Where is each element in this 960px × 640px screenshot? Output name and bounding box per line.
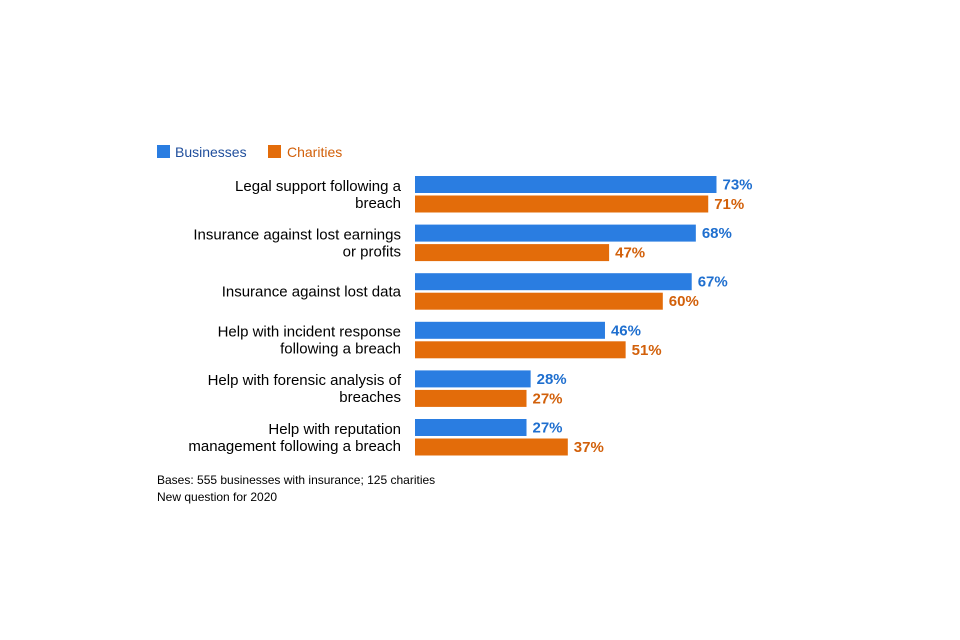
bar-charities bbox=[415, 389, 527, 407]
bar-businesses bbox=[415, 224, 696, 242]
bar-businesses bbox=[415, 321, 605, 339]
data-label-businesses: 27% bbox=[533, 420, 563, 437]
data-label-businesses: 67% bbox=[698, 274, 728, 291]
new-question-note: New question for 2020 bbox=[157, 490, 278, 504]
legend-label-charities: Charities bbox=[287, 144, 342, 160]
category-label: Help with reputation management following… bbox=[188, 421, 401, 455]
legend-swatch-businesses bbox=[157, 145, 170, 158]
data-label-businesses: 68% bbox=[702, 225, 732, 242]
bar-charities bbox=[415, 292, 663, 310]
bar-businesses bbox=[415, 273, 692, 291]
category-label: Help with forensic analysis of breaches bbox=[208, 372, 402, 406]
data-label-charities: 71% bbox=[714, 196, 744, 213]
data-label-businesses: 73% bbox=[722, 177, 752, 194]
bar-charities bbox=[415, 438, 568, 456]
category-label: Help with incident response following a b… bbox=[218, 324, 401, 358]
bar-charities bbox=[415, 341, 626, 359]
bar-businesses bbox=[415, 370, 531, 388]
legend: Businesses Charities bbox=[157, 144, 342, 160]
data-label-charities: 37% bbox=[574, 439, 604, 456]
chart-notes: Bases: 555 businesses with insurance; 12… bbox=[157, 472, 435, 506]
bar-businesses bbox=[415, 176, 717, 193]
legend-label-businesses: Businesses bbox=[175, 144, 247, 160]
legend-swatch-charities bbox=[268, 145, 281, 158]
data-label-charities: 27% bbox=[533, 390, 563, 407]
data-label-charities: 47% bbox=[615, 245, 645, 262]
category-label: Insurance against lost data bbox=[222, 283, 402, 300]
data-label-charities: 60% bbox=[669, 293, 699, 310]
bar-charities bbox=[415, 195, 709, 213]
bar-charities bbox=[415, 244, 610, 262]
category-label: Insurance against lost earnings or profit… bbox=[193, 226, 401, 260]
data-label-charities: 51% bbox=[632, 342, 662, 359]
bar-businesses bbox=[415, 419, 527, 436]
bases-note: Bases: 555 businesses with insurance; 12… bbox=[157, 473, 436, 487]
data-label-businesses: 28% bbox=[537, 371, 567, 388]
data-label-businesses: 46% bbox=[611, 322, 641, 339]
category-label: Legal support following a breach bbox=[235, 178, 402, 212]
plot-area: Legal support following a breach 73% 71% Ins… bbox=[188, 176, 753, 456]
